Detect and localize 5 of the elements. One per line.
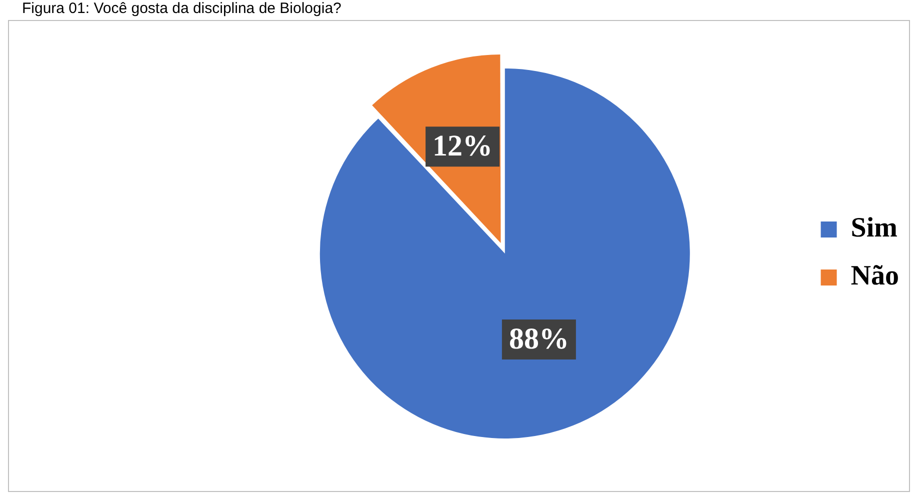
data-label: 12% (432, 129, 493, 162)
text: Figura 01: Você gosta da disciplina de Biologia? (22, 0, 342, 17)
legend-label: Sim (850, 212, 898, 244)
legend-label: Não (850, 260, 900, 292)
data-label: 88% (508, 322, 569, 356)
